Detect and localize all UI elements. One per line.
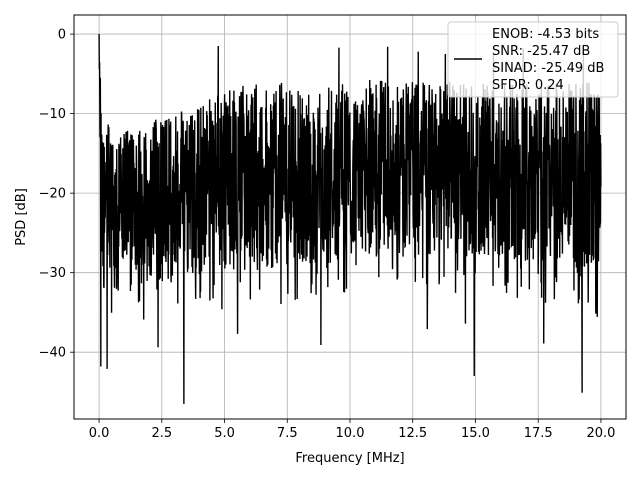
legend-entry-enob: ENOB: -4.53 bits xyxy=(492,27,599,42)
x-tick-label: 7.5 xyxy=(277,426,298,441)
x-axis: 0.0 2.5 5.0 7.5 10.0 12.5 15.0 17.5 20.0 xyxy=(89,419,615,441)
psd-series-line xyxy=(98,34,602,404)
x-tick-label: 15.0 xyxy=(461,426,490,441)
y-tick-label: 0 xyxy=(58,28,66,43)
x-tick-label: 5.0 xyxy=(214,426,235,441)
x-tick-label: 0.0 xyxy=(89,426,110,441)
y-tick-label: −20 xyxy=(39,187,66,202)
legend-box xyxy=(447,21,619,98)
x-tick-label: 20.0 xyxy=(586,426,615,441)
x-axis-label: Frequency [MHz] xyxy=(295,451,404,466)
legend-entry-sfdr: SFDR: 0.24 xyxy=(492,78,564,93)
y-axis-label: PSD [dB] xyxy=(14,188,29,246)
y-axis: 0 −10 −20 −30 −40 xyxy=(39,28,74,361)
x-tick-label: 17.5 xyxy=(524,426,553,441)
y-tick-label: −40 xyxy=(39,346,66,361)
plot-area xyxy=(98,34,602,404)
y-tick-label: −10 xyxy=(39,107,66,122)
legend-entry-sinad: SINAD: -25.49 dB xyxy=(492,61,604,76)
y-tick-label: −30 xyxy=(39,266,66,281)
x-tick-label: 10.0 xyxy=(336,426,365,441)
legend: ENOB: -4.53 bits SNR: -25.47 dB SINAD: -… xyxy=(447,21,619,98)
legend-entry-snr: SNR: -25.47 dB xyxy=(492,44,590,59)
x-tick-label: 12.5 xyxy=(398,426,427,441)
x-tick-label: 2.5 xyxy=(151,426,172,441)
